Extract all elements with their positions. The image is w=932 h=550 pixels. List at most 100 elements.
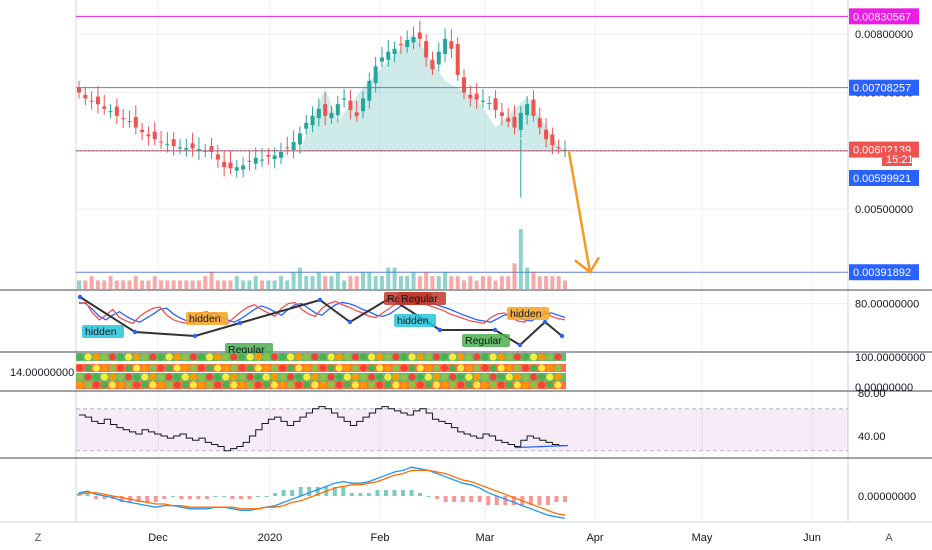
- candle-body: [285, 147, 290, 149]
- heat-cell: [521, 353, 530, 361]
- price-badge[interactable]: [849, 79, 919, 96]
- heat-cell: [149, 364, 157, 372]
- divergence-label-box[interactable]: [462, 334, 510, 347]
- heat-cell: [278, 381, 287, 389]
- heat-cell: [368, 373, 376, 381]
- heat-cell: [530, 373, 538, 381]
- macd-histogram-bar: [204, 496, 209, 499]
- heat-cell: [173, 373, 181, 381]
- heat-cell: [173, 353, 181, 361]
- divergence-label-box[interactable]: [225, 343, 273, 356]
- divergence-label-box[interactable]: [186, 312, 228, 325]
- volume-bar: [77, 280, 81, 289]
- candle-body: [165, 143, 170, 145]
- candle-body: [247, 160, 252, 162]
- divergence-label-box[interactable]: [394, 314, 436, 327]
- heat-cell: [489, 353, 497, 361]
- heat-cell: [538, 381, 546, 389]
- heat-cell: [416, 353, 424, 361]
- volume-bar: [354, 276, 359, 289]
- heat-cell: [513, 381, 522, 389]
- heat-cell: [278, 353, 287, 361]
- heat-cell: [481, 373, 489, 381]
- volume-bar: [525, 267, 530, 289]
- volume-bar: [165, 280, 170, 289]
- heat-cell: [359, 364, 368, 372]
- heat-cell: [505, 373, 513, 381]
- macd-histogram-bar: [469, 496, 474, 502]
- strength-heatmap-pane[interactable]: [76, 353, 566, 389]
- timezone-button[interactable]: Z: [35, 532, 42, 544]
- candle-body: [544, 129, 549, 140]
- heat-cell: [230, 353, 238, 361]
- heat-cell: [465, 364, 473, 372]
- auto-scale-button[interactable]: A: [885, 532, 893, 544]
- price-axis[interactable]: 0.005000000.006000000.007000000.00800000…: [849, 8, 925, 503]
- heat-cell: [278, 364, 287, 372]
- candle-body: [474, 93, 479, 100]
- rsi-step-pane[interactable]: [76, 406, 848, 452]
- divergence-label-box[interactable]: [82, 325, 124, 338]
- heat-cell: [473, 373, 481, 381]
- volume-bar: [550, 276, 555, 289]
- candle-body: [512, 117, 517, 128]
- heat-cell: [303, 381, 311, 389]
- divergence-label-box[interactable]: [398, 292, 446, 305]
- heat-cell: [84, 381, 92, 389]
- heat-cell: [100, 364, 108, 372]
- candle-body: [455, 44, 460, 75]
- down-arrow-line[interactable]: [567, 151, 592, 273]
- price-badge[interactable]: [849, 264, 919, 281]
- candle-body: [537, 118, 542, 128]
- price-badge[interactable]: [849, 8, 919, 25]
- macd-histogram-bar: [477, 496, 482, 502]
- heat-cell: [449, 353, 457, 361]
- heat-cell: [197, 373, 206, 381]
- heat-cell: [335, 364, 343, 372]
- volume-bar: [241, 280, 246, 289]
- pane-separators: [0, 0, 932, 523]
- heat-cell: [384, 381, 392, 389]
- macd-pane[interactable]: [77, 466, 567, 520]
- divergence-label-box[interactable]: [507, 307, 549, 320]
- candle-body: [291, 142, 296, 151]
- candle-body: [480, 100, 485, 102]
- macd-histogram-bar: [77, 493, 81, 496]
- macd-histogram-bar: [409, 490, 414, 496]
- heat-cell: [343, 353, 351, 361]
- heat-cell: [376, 364, 384, 372]
- macd-histogram-bar: [563, 496, 567, 502]
- volume-bar: [95, 280, 100, 289]
- heat-cell: [206, 381, 214, 389]
- heat-cell: [262, 364, 270, 372]
- price-badge[interactable]: [849, 170, 919, 186]
- heat-cell: [546, 373, 554, 381]
- candle-body: [361, 98, 366, 112]
- heat-cell: [384, 364, 392, 372]
- heat-cell: [125, 373, 133, 381]
- price-pane[interactable]: [76, 15, 848, 275]
- stoch-series-line: [78, 298, 566, 325]
- volume-bar: [462, 280, 467, 289]
- volume-bar: [285, 280, 290, 289]
- stochastic-pane[interactable]: hiddenhiddenRegularRegularRegularhiddenR…: [77, 292, 566, 356]
- heat-cell: [165, 381, 173, 389]
- macd-histogram-bar: [94, 496, 99, 499]
- candle-body: [525, 104, 530, 116]
- heat-cell: [400, 381, 408, 389]
- candle-body: [140, 129, 145, 133]
- heat-cell: [538, 373, 546, 381]
- candle-body: [329, 112, 334, 119]
- heat-cell: [165, 364, 173, 372]
- candle-body: [310, 115, 315, 126]
- volume-bar: [531, 271, 536, 289]
- divergence-label: hidden: [510, 308, 542, 320]
- heat-cell: [116, 381, 125, 389]
- time-axis[interactable]: Dec 2020 Feb Mar Apr May Jun: [148, 532, 821, 544]
- heat-cell: [206, 364, 214, 372]
- macd-histogram-bar: [281, 490, 286, 496]
- heat-cell: [505, 364, 513, 372]
- heat-cell: [287, 373, 295, 381]
- candle-body: [278, 152, 283, 158]
